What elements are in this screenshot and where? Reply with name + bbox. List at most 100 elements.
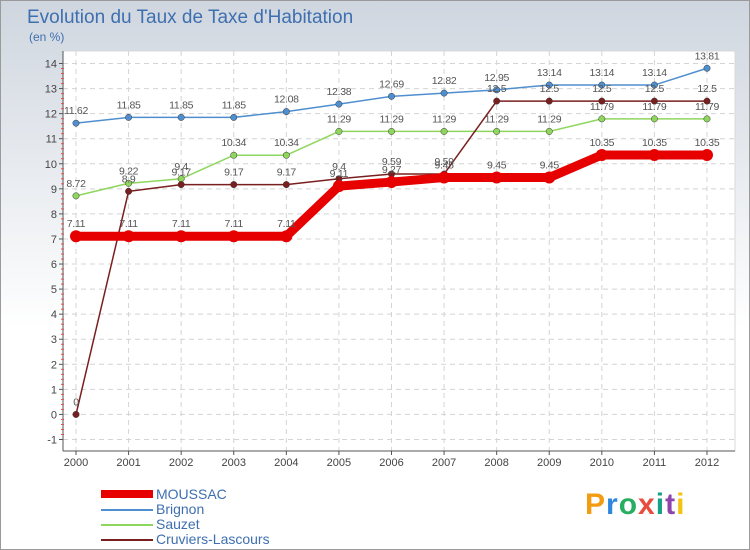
legend-label-brignon: Brignon (156, 501, 205, 517)
data-label: 12.5 (487, 83, 507, 95)
data-point-moussac (490, 171, 503, 184)
legend-label-cruviers-lascours: Cruviers-Lascours (156, 531, 270, 547)
data-label: 9.45 (540, 160, 560, 172)
data-label: 11.29 (327, 113, 351, 125)
x-tick-label: 2006 (379, 457, 403, 469)
data-point-moussac (70, 230, 82, 243)
data-point-sauzet (335, 127, 343, 135)
y-tick-label: 13 (45, 84, 57, 96)
data-label: 11.29 (380, 113, 404, 125)
data-point-sauzet (440, 127, 448, 135)
y-tick-label: 7 (51, 234, 57, 246)
data-label: 12.95 (484, 72, 509, 84)
x-tick-label: 2007 (432, 457, 456, 469)
logo-letter: x (638, 488, 656, 521)
data-label: 13.14 (589, 67, 614, 79)
logo-letter: t (665, 488, 677, 521)
data-label: 13.14 (537, 67, 562, 79)
y-tick-label: 14 (45, 59, 57, 71)
data-label: 7.11 (119, 218, 138, 230)
data-point-sauzet (703, 115, 711, 123)
data-point-sauzet (388, 127, 395, 135)
data-point-moussac (648, 148, 661, 161)
data-label: 12.5 (592, 83, 612, 95)
y-tick-label: 9 (51, 184, 57, 196)
y-tick-label: 10 (45, 159, 57, 171)
data-label: 11.85 (222, 99, 246, 111)
data-label: 9.17 (224, 167, 244, 179)
data-label: 9.4 (332, 161, 346, 173)
data-point-brignon (282, 108, 290, 116)
data-point-sauzet (282, 151, 290, 159)
data-label: 8.72 (66, 178, 86, 190)
x-tick-label: 2005 (327, 457, 351, 469)
data-point-moussac (701, 148, 713, 161)
data-label: 12.5 (540, 83, 560, 95)
logo-letter: o (618, 488, 639, 521)
y-tick-label: 5 (51, 284, 57, 296)
data-label: 9.45 (434, 160, 454, 172)
x-tick-label: 2010 (590, 457, 614, 469)
legend-label-moussac: MOUSSAC (156, 486, 227, 502)
x-tick-label: 2001 (116, 457, 140, 469)
data-point-cruviers-lascours (125, 187, 133, 195)
data-label: 11.79 (590, 101, 614, 113)
y-tick-label: -1 (47, 435, 57, 447)
data-point-brignon (440, 89, 448, 97)
data-label: 13.81 (695, 50, 720, 62)
data-label: 7.11 (67, 218, 86, 230)
data-point-cruviers-lascours (177, 181, 185, 189)
data-label: 9.59 (434, 156, 454, 168)
data-label: 13.14 (642, 67, 667, 79)
data-point-moussac (280, 230, 293, 243)
data-point-brignon (335, 100, 343, 108)
y-tick-label: 11 (46, 134, 57, 146)
data-label: 7.11 (277, 218, 296, 230)
data-point-brignon (388, 92, 395, 100)
legend-swatch-moussac (101, 490, 153, 498)
data-label: 10.35 (589, 137, 614, 149)
data-point-sauzet (493, 127, 501, 135)
data-point-sauzet (125, 179, 133, 187)
data-label: 10.34 (221, 137, 246, 149)
y-tick-label: 6 (51, 259, 57, 271)
data-label: 9.17 (277, 167, 297, 179)
x-tick-label: 2012 (695, 457, 719, 469)
data-label: 9.17 (172, 167, 192, 179)
data-label: 11.85 (117, 99, 141, 111)
data-label: 12.38 (327, 86, 352, 98)
data-label: 9.4 (174, 161, 188, 173)
data-label: 11.85 (169, 99, 193, 111)
data-point-sauzet (545, 127, 553, 135)
data-point-brignon (598, 81, 606, 89)
data-point-cruviers-lascours (72, 410, 80, 418)
y-tick-label: 3 (51, 334, 57, 346)
data-point-moussac (175, 230, 188, 243)
data-label: 12.5 (645, 83, 665, 95)
data-point-sauzet (598, 115, 606, 123)
chart-unit-label: (en %) (29, 30, 65, 44)
data-label: 9.22 (119, 165, 139, 177)
x-tick-label: 2009 (537, 457, 561, 469)
data-point-sauzet (72, 192, 80, 200)
logo-letter: P (585, 488, 607, 521)
data-label: 11.79 (695, 101, 719, 113)
data-label: 10.35 (642, 137, 667, 149)
data-point-moussac (438, 171, 451, 184)
data-label: 7.11 (225, 218, 244, 230)
x-tick-label: 2002 (169, 457, 193, 469)
data-label: 11.29 (485, 113, 509, 125)
data-point-brignon (72, 119, 80, 127)
data-point-brignon (650, 81, 658, 89)
data-label: 10.34 (274, 137, 299, 149)
y-tick-label: 1 (51, 384, 57, 396)
data-label: 10.35 (695, 137, 720, 149)
data-label: 12.08 (274, 94, 299, 106)
proxiti-logo: Proxiti (585, 488, 685, 522)
logo-letter: i (676, 488, 686, 521)
plot-area (62, 50, 736, 452)
data-point-sauzet (230, 151, 238, 159)
data-point-brignon (545, 81, 553, 89)
